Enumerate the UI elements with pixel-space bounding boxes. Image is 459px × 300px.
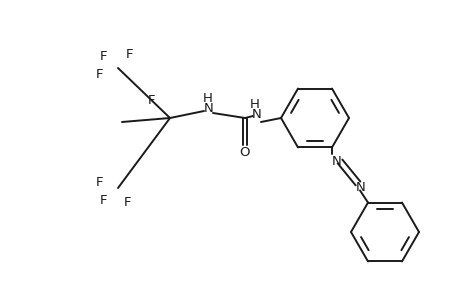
Text: F: F	[124, 196, 131, 209]
Text: H: H	[202, 92, 213, 104]
Text: N: N	[204, 101, 213, 115]
Text: F: F	[96, 176, 104, 190]
Text: F: F	[100, 50, 107, 62]
Text: N: N	[355, 181, 365, 194]
Text: F: F	[148, 94, 156, 106]
Text: F: F	[96, 68, 104, 80]
Text: H: H	[250, 98, 259, 110]
Text: N: N	[252, 107, 261, 121]
Text: O: O	[239, 146, 250, 160]
Text: N: N	[331, 155, 341, 168]
Text: F: F	[100, 194, 107, 208]
Text: F: F	[126, 47, 134, 61]
